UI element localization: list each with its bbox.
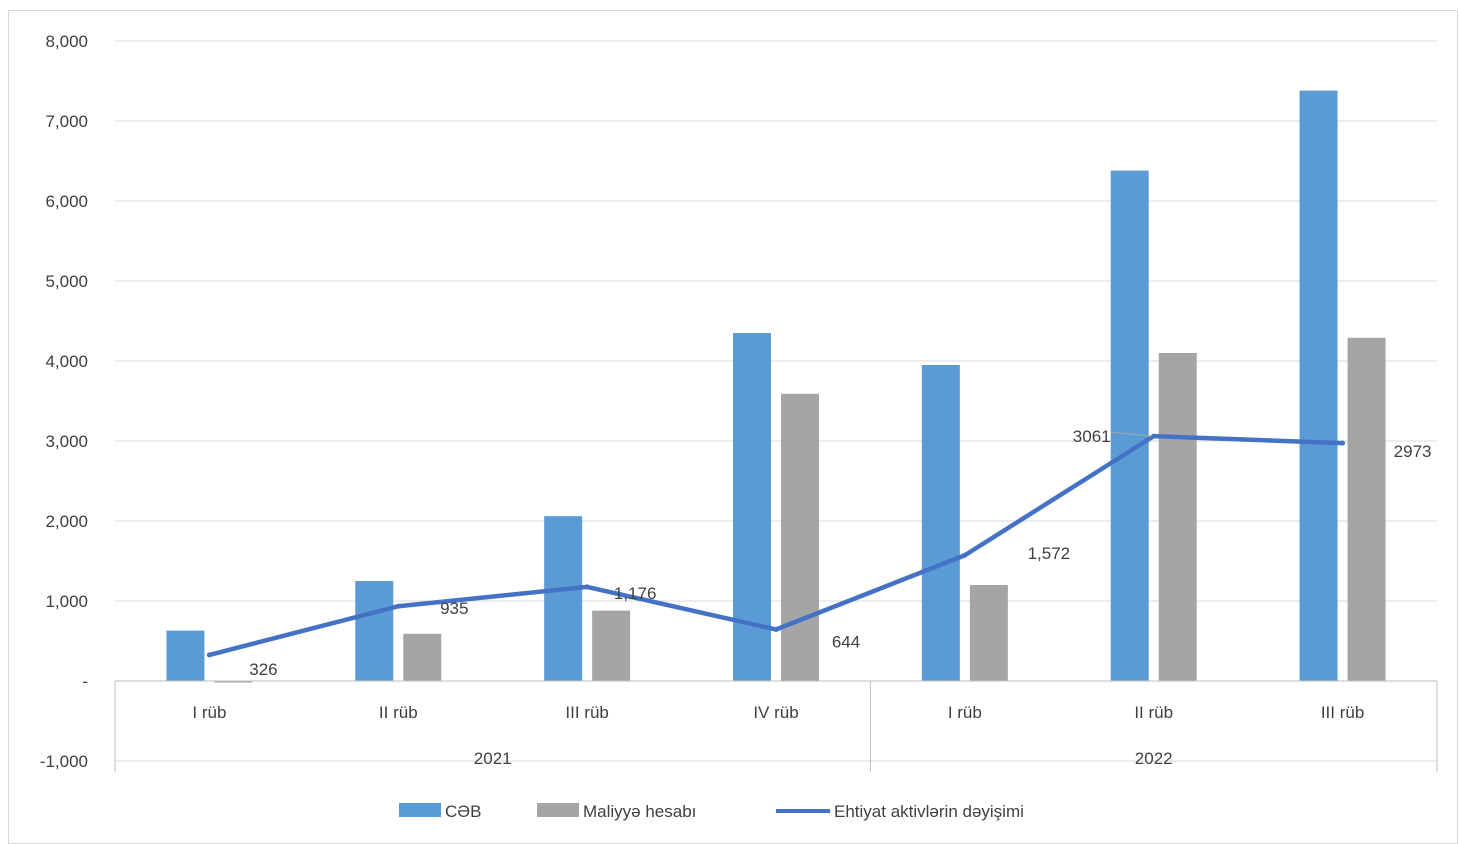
bar (355, 581, 394, 681)
y-tick-label: 2,000 (45, 512, 88, 531)
bar (781, 393, 819, 681)
x-axis: I rüb II rüb III rüb IV rüb I rüb II rüb III r… (114, 680, 1438, 772)
legend: CƏB Maliyyə hesabı Ehtiyat aktivlərin dəyi… (399, 802, 1024, 821)
y-tick-label: 5,000 (45, 272, 88, 291)
y-tick-label: 4,000 (45, 352, 88, 371)
legend-label: Ehtiyat aktivlərin dəyişimi (834, 802, 1024, 821)
bar (1158, 353, 1197, 681)
y-tick-label: 7,000 (45, 112, 88, 131)
data-label: 326 (249, 660, 277, 679)
y-tick-label: - (82, 672, 88, 691)
bar (544, 516, 583, 681)
line-point (962, 552, 968, 558)
x-tick-label: III rüb (565, 703, 608, 722)
legend-label: Maliyyə hesabı (583, 802, 696, 821)
bar (1299, 90, 1338, 682)
data-label-leader (1111, 431, 1152, 437)
bar (166, 630, 205, 681)
bar (1110, 170, 1149, 681)
y-tick-label: 8,000 (45, 32, 88, 51)
y-tick-label: 3,000 (45, 432, 88, 451)
bar (592, 610, 631, 681)
y-tick-label: 6,000 (45, 192, 88, 211)
group-label: 2022 (1135, 749, 1173, 768)
x-tick-label: II rüb (1134, 703, 1173, 722)
legend-swatch (399, 803, 441, 817)
bar (1347, 337, 1386, 681)
legend-swatch (537, 803, 579, 817)
y-tick-label: -1,000 (40, 752, 88, 771)
line-point (206, 652, 212, 658)
x-tick-label: III rüb (1321, 703, 1364, 722)
y-tick-label: 1,000 (45, 592, 88, 611)
line-point (773, 626, 779, 632)
line-point (1340, 440, 1346, 446)
x-tick-label: I rüb (192, 703, 226, 722)
bar (403, 633, 442, 681)
x-tick-label: IV rüb (753, 703, 798, 722)
data-label: 1,572 (1028, 544, 1071, 563)
data-label: 644 (832, 632, 860, 651)
data-labels: 326 935 1,176 644 1,572 3061 2973 (249, 427, 1431, 679)
data-label: 935 (440, 599, 468, 618)
data-label: 3061 (1073, 427, 1111, 446)
x-tick-label: II rüb (379, 703, 418, 722)
bar (921, 365, 960, 681)
legend-label: CƏB (445, 802, 481, 821)
group-label: 2021 (474, 749, 512, 768)
line-point (1151, 433, 1157, 439)
x-tick-label: I rüb (948, 703, 982, 722)
data-label: 1,176 (614, 584, 657, 603)
bar (969, 585, 1008, 681)
y-axis: -1,000-1,0002,0003,0004,0005,0006,0007,0… (40, 32, 88, 771)
bars (166, 90, 1386, 683)
bar (214, 681, 253, 683)
line-series (206, 433, 1346, 658)
line-point (395, 603, 401, 609)
line-point (584, 584, 590, 590)
data-label: 2973 (1394, 442, 1432, 461)
gridlines (115, 40, 1437, 762)
